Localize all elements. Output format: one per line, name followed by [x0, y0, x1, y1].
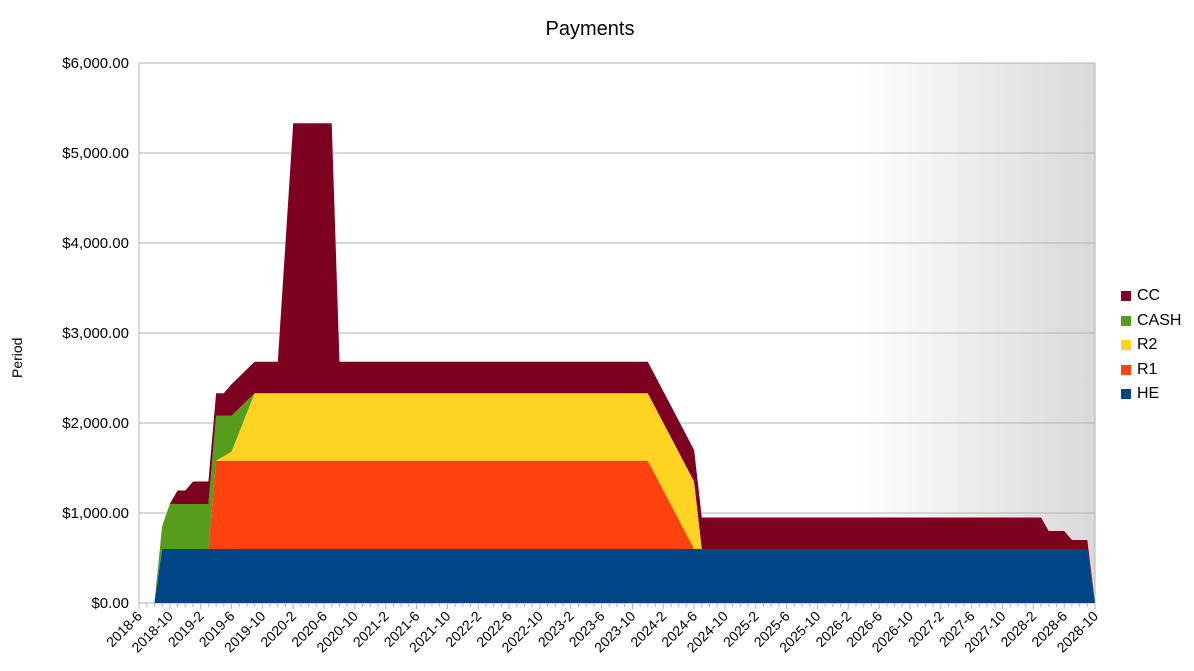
legend-label: R1: [1137, 360, 1158, 378]
y-tick-label: $4,000.00: [62, 235, 129, 252]
legend-swatch: [1121, 389, 1131, 400]
area-series-r1: [154, 460, 1095, 603]
legend-item-he: HE: [1121, 382, 1181, 407]
legend-label: CC: [1137, 287, 1161, 305]
legend-item-cash: CASH: [1121, 309, 1181, 334]
y-tick-label: $2,000.00: [62, 415, 129, 432]
y-tick-label: $0.00: [91, 595, 129, 612]
legend: CC CASH R2 R1 HE: [1121, 284, 1181, 407]
legend-label: HE: [1137, 385, 1160, 403]
legend-item-cc: CC: [1121, 284, 1181, 309]
y-tick-label: $6,000.00: [62, 55, 129, 72]
y-tick-label: $5,000.00: [62, 145, 129, 162]
legend-swatch: [1121, 315, 1131, 326]
legend-item-r1: R1: [1121, 358, 1181, 383]
legend-swatch: [1121, 291, 1131, 302]
legend-swatch: [1121, 340, 1131, 351]
y-tick-label: $3,000.00: [62, 325, 129, 342]
area-series-he: [154, 549, 1095, 603]
y-tick-label: $1,000.00: [62, 505, 129, 522]
legend-swatch: [1121, 364, 1131, 375]
legend-label: CASH: [1137, 311, 1182, 329]
area-series-r2: [154, 393, 1095, 603]
legend-item-r2: R2: [1121, 333, 1181, 358]
legend-label: R2: [1137, 336, 1158, 354]
area-series-cc: [154, 123, 1095, 604]
chart-title: Payments: [545, 18, 635, 40]
